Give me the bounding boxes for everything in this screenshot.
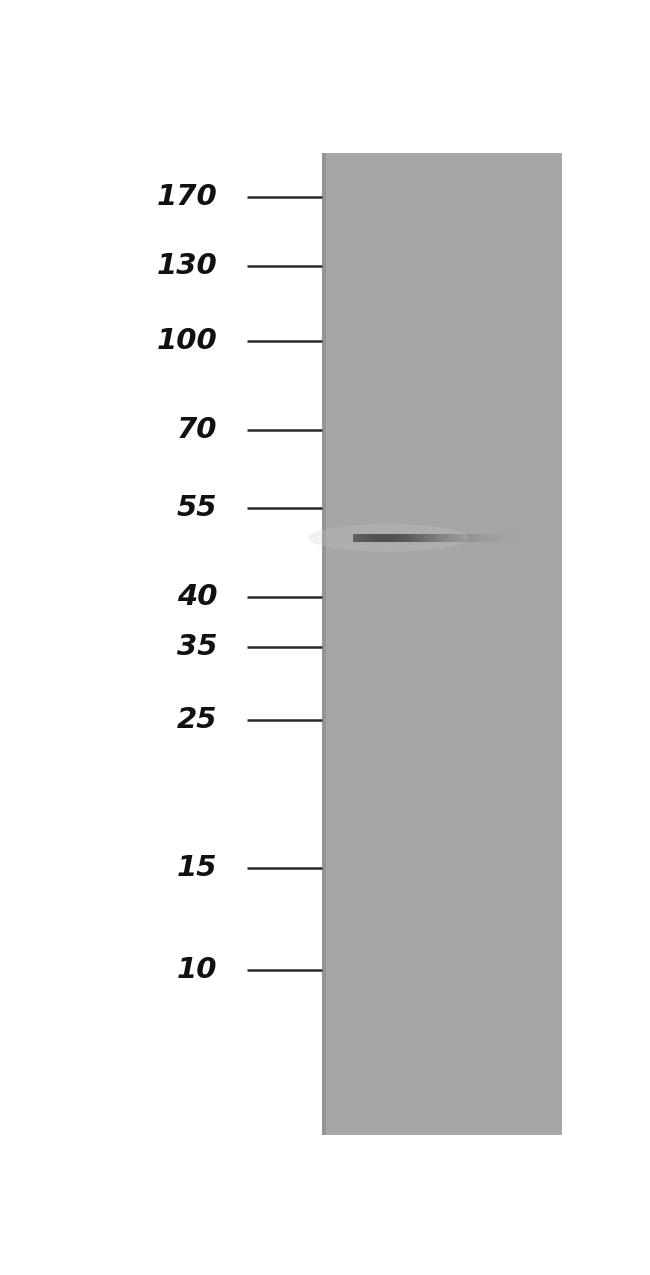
- Text: 130: 130: [157, 252, 217, 280]
- Text: 100: 100: [157, 328, 217, 356]
- Ellipse shape: [308, 524, 469, 552]
- Text: 35: 35: [177, 632, 217, 660]
- Bar: [322, 153, 562, 1135]
- Text: 25: 25: [177, 706, 217, 734]
- Text: 40: 40: [177, 583, 217, 611]
- Text: 10: 10: [177, 956, 217, 984]
- Text: 15: 15: [177, 854, 217, 882]
- Text: 170: 170: [157, 184, 217, 212]
- Text: 70: 70: [177, 416, 217, 444]
- Text: 55: 55: [177, 495, 217, 523]
- Bar: [322, 153, 326, 1135]
